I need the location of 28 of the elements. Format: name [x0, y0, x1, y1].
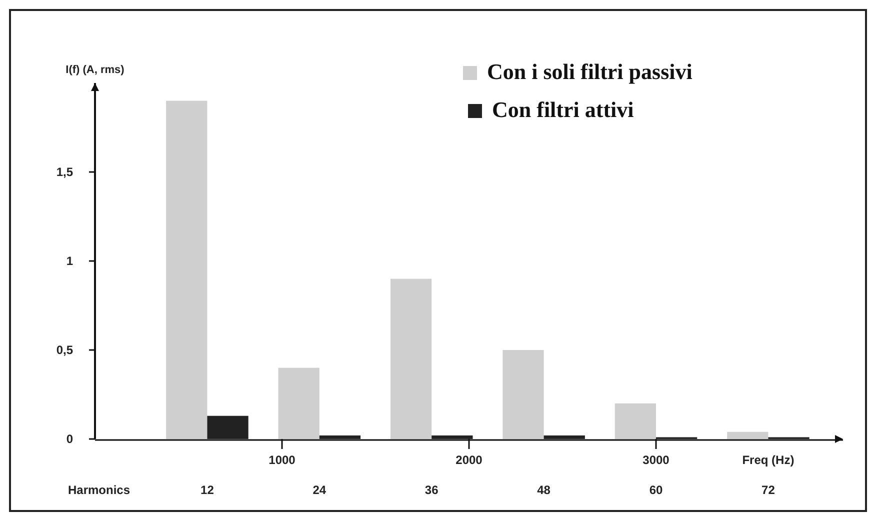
x-axis-title: Freq (Hz) — [742, 453, 794, 467]
legend-label: Con i soli filtri passivi — [487, 59, 692, 84]
x2-tick-label: 12 — [200, 483, 214, 497]
y-tick-label: 0 — [66, 432, 74, 446]
bar — [544, 435, 585, 439]
bar — [319, 435, 361, 439]
x2-tick-label: 72 — [762, 483, 776, 497]
y-tick-label: 1 — [66, 254, 74, 268]
bar — [207, 416, 248, 439]
bar — [432, 435, 473, 439]
y-axis-title: I(f) (A, rms) — [66, 64, 125, 76]
bar — [727, 432, 768, 439]
bar — [390, 278, 432, 439]
y-tick-label: 1,5 — [56, 165, 74, 180]
x-tick-label: 3000 — [642, 453, 670, 467]
x2-tick-label: 60 — [649, 483, 663, 497]
x-tick-label: 2000 — [456, 453, 483, 467]
bar — [278, 368, 320, 439]
y-tick-label: 0,5 — [56, 343, 74, 358]
legend-label: Con filtri attivi — [492, 97, 634, 122]
bar — [502, 350, 544, 439]
bar — [166, 100, 208, 439]
x2-axis-title: Harmonics — [68, 483, 130, 497]
x2-tick-label: 24 — [312, 483, 326, 497]
x-tick-label: 1000 — [268, 453, 296, 467]
bar — [614, 403, 656, 439]
x2-tick-label: 36 — [424, 483, 439, 497]
x2-tick-label: 48 — [537, 483, 551, 497]
